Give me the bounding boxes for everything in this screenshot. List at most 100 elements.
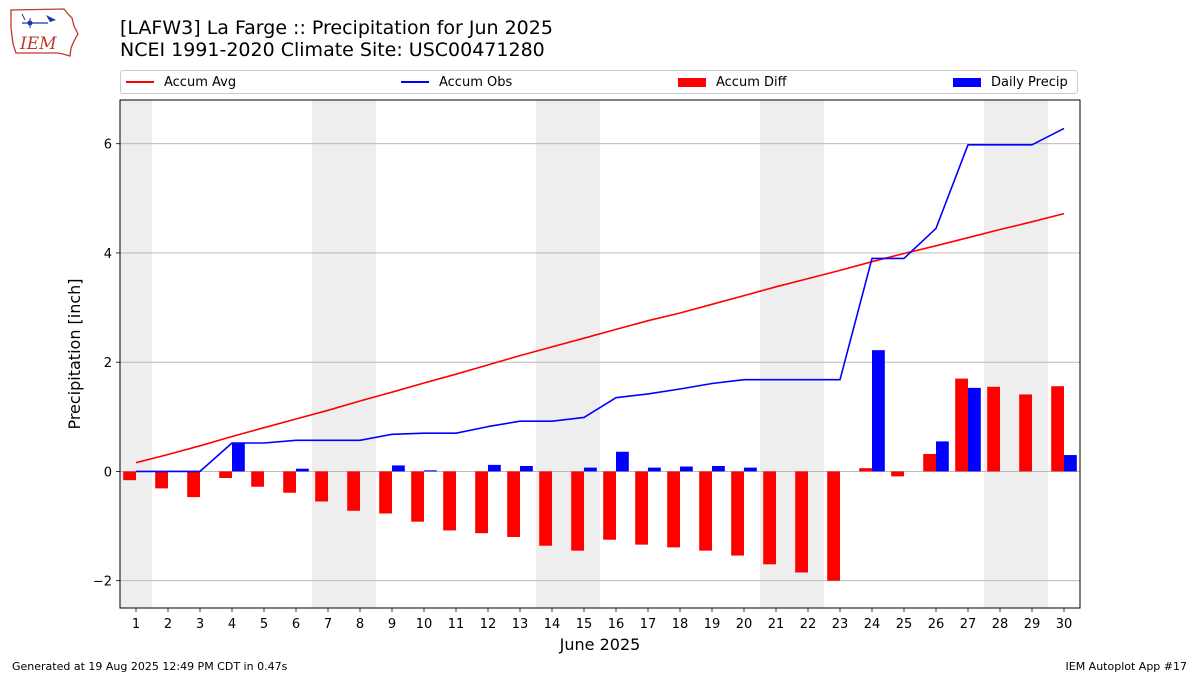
line-accum-avg [135,212,1065,464]
bar-accum-diff-day-20 [731,471,744,556]
legend-swatch-accum-diff [678,77,706,87]
y-axis-label: Precipitation [inch] [65,278,84,429]
x-tick-label: 26 [928,617,945,632]
bar-accum-diff-day-22 [795,471,808,573]
bar-daily-precip-day-9 [392,465,405,472]
bar-accum-diff-day-16 [603,471,616,540]
bar-accum-diff-day-26 [923,453,936,472]
bar-accum-diff-day-19 [699,471,712,551]
bar-daily-precip-day-19 [712,465,725,472]
x-tick-label: 7 [324,617,332,632]
bar-accum-diff-day-10 [411,471,424,522]
bar-accum-diff-day-5 [251,471,264,487]
bar-accum-diff-day-11 [443,471,456,531]
bar-daily-precip-day-6 [296,468,309,472]
legend-item-daily-precip: Daily Precip [953,71,1068,93]
bar-accum-diff-day-6 [283,471,296,493]
legend-item-accum-avg: Accum Avg [126,71,236,93]
x-tick-label: 4 [228,617,236,632]
legend-swatch-accum-obs [401,81,429,83]
bar-daily-precip-day-17 [648,467,661,472]
x-tick-label: 29 [1024,617,1041,632]
x-axis-label: June 2025 [559,635,641,654]
bar-accum-diff-day-30 [1051,386,1064,472]
x-tick-label: 2 [164,617,172,632]
x-tick-label: 6 [292,617,300,632]
weekend-shade-day-7 [312,100,344,608]
bar-accum-diff-day-1 [123,471,136,481]
bar-daily-precip-day-30 [1064,455,1077,472]
x-tick-label: 19 [704,617,721,632]
x-tick-label: 14 [544,617,561,632]
y-tick-label: 0 [104,465,112,480]
bar-daily-precip-day-15 [584,467,597,472]
x-tick-label: 27 [960,617,977,632]
bar-accum-diff-day-4 [219,471,232,478]
bar-accum-diff-day-27 [955,378,968,472]
x-tick-label: 22 [800,617,817,632]
bar-accum-diff-day-14 [539,471,552,546]
bar-daily-precip-day-27 [968,387,981,472]
bar-daily-precip-day-26 [936,441,949,472]
bar-daily-precip-day-24 [872,350,885,472]
legend-swatch-daily-precip [953,77,981,87]
chart-subtitle: NCEI 1991-2020 Climate Site: USC00471280 [120,39,545,61]
legend-item-accum-obs: Accum Obs [401,71,512,93]
x-tick-label: 12 [480,617,497,632]
chart-title: [LAFW3] La Farge :: Precipitation for Ju… [120,17,553,39]
legend-item-accum-diff: Accum Diff [678,71,787,93]
y-tick-label: 6 [104,138,112,153]
bar-accum-diff-day-7 [315,471,328,502]
bar-daily-precip-day-13 [520,465,533,472]
x-tick-label: 16 [608,617,625,632]
x-tick-label: 5 [260,617,268,632]
weekend-shade-day-29 [1016,100,1048,608]
x-tick-label: 8 [356,617,364,632]
weekend-shade-day-8 [344,100,376,608]
x-tick-label: 9 [388,617,396,632]
bar-accum-diff-day-2 [155,471,168,489]
x-tick-label: 25 [896,617,913,632]
bar-accum-diff-day-12 [475,471,488,534]
bar-accum-diff-day-21 [763,471,776,565]
x-tick-label: 17 [640,617,657,632]
x-tick-label: 24 [864,617,881,632]
legend-swatch-accum-avg [126,81,154,83]
x-tick-label: 10 [416,617,433,632]
weekend-shade-day-1 [120,100,152,608]
plot-frame [119,99,1081,609]
bar-accum-diff-day-25 [891,471,904,477]
legend-label-accum-avg: Accum Avg [164,74,237,90]
bar-daily-precip-day-10 [424,470,437,472]
bar-daily-precip-day-4 [232,443,245,472]
bar-accum-diff-day-9 [379,471,392,514]
bar-daily-precip-day-18 [680,466,693,472]
x-tick-label: 28 [992,617,1009,632]
legend-label-daily-precip: Daily Precip [991,74,1068,90]
legend: Accum Avg Accum Obs Accum Diff Daily Pre… [120,70,1078,94]
y-tick-label: 4 [104,247,112,262]
bar-daily-precip-day-16 [616,451,629,472]
bar-accum-diff-day-29 [1019,394,1032,472]
logo-text: IEM [19,34,57,54]
x-tick-label: 18 [672,617,689,632]
line-accum-obs [136,127,1065,473]
bar-accum-diff-day-15 [571,471,584,551]
x-tick-label: 30 [1056,617,1073,632]
bar-accum-diff-day-28 [987,386,1000,472]
bar-accum-diff-day-3 [187,471,200,498]
legend-label-accum-diff: Accum Diff [716,74,787,90]
x-tick-label: 11 [448,617,465,632]
x-tick-label: 15 [576,617,593,632]
bar-accum-diff-day-8 [347,471,360,511]
x-tick-label: 13 [512,617,529,632]
bar-daily-precip-day-20 [744,467,757,472]
weekend-shade-day-28 [984,100,1016,608]
legend-label-accum-obs: Accum Obs [439,74,513,90]
app-footer: IEM Autoplot App #17 [1065,660,1188,673]
x-tick-label: 23 [832,617,849,632]
iem-logo: IEM [8,6,82,60]
x-tick-label: 1 [132,617,140,632]
bar-accum-diff-day-24 [859,468,872,472]
